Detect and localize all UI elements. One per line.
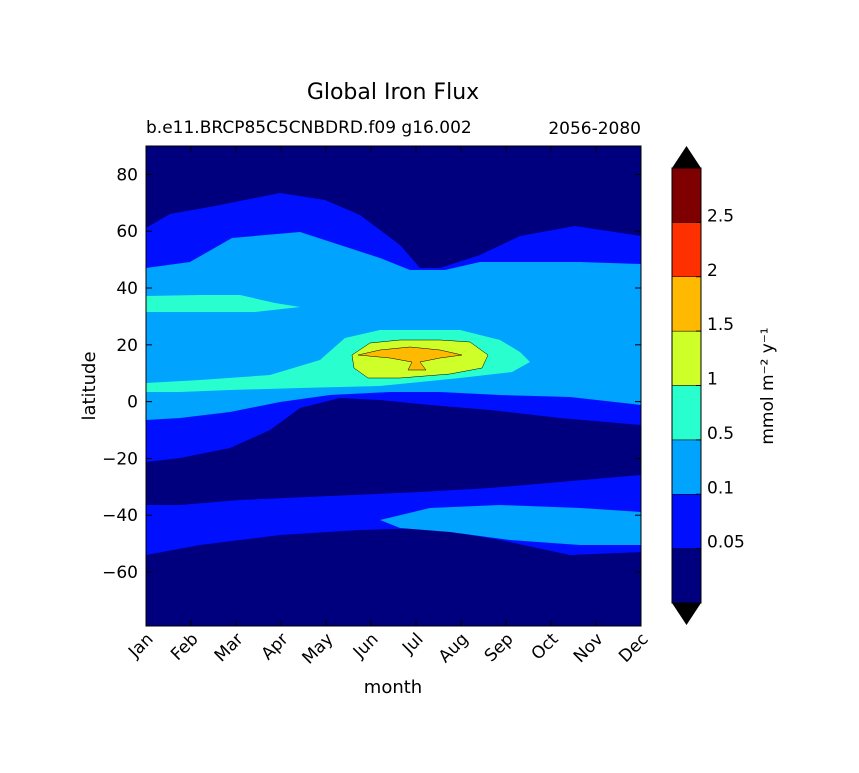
colorbar-label: mmol m⁻² y⁻¹: [758, 327, 778, 444]
colorbar-swatch: [671, 439, 702, 495]
colorbar-tick-label: 1.5: [707, 315, 734, 335]
x-tick-label: Aug: [435, 629, 473, 667]
region-0.1-0.5-south: [380, 505, 641, 545]
y-tick-label: −40: [102, 506, 138, 526]
colorbar-tick-label: 0.1: [707, 478, 734, 498]
x-axis-label: month: [364, 677, 422, 698]
colorbar-tick-label: 0.05: [707, 533, 745, 553]
x-tick-label: Sep: [481, 629, 518, 666]
colorbar-swatch: [671, 494, 702, 549]
region-0.1-0.5: [146, 232, 641, 420]
x-tick-label: Oct: [528, 629, 563, 664]
heatmap-field: [146, 146, 641, 626]
colorbar-tick-label: 0.5: [707, 424, 734, 444]
y-tick-label: 0: [127, 393, 138, 413]
colorbar-swatch: [671, 385, 702, 441]
y-axis: 80 60 40 20 0 −20 −40 −60: [102, 165, 641, 583]
chart-title: Global Iron Flux: [307, 80, 479, 105]
x-tick-label: Apr: [258, 629, 293, 664]
y-tick-label: 60: [116, 222, 138, 242]
colorbar-tick-label: 1: [707, 370, 718, 390]
x-tick-label: Mar: [211, 629, 248, 666]
colorbar-tick-label: 2: [707, 261, 718, 281]
x-tick-label: Jan: [124, 629, 157, 662]
y-tick-label: 40: [116, 279, 138, 299]
y-tick-label: −20: [102, 449, 138, 469]
x-tick-label: May: [299, 629, 338, 668]
x-tick-label: Feb: [167, 629, 202, 664]
x-tick-label: Nov: [570, 629, 608, 667]
colorbar-swatch: [671, 222, 702, 277]
y-tick-label: 20: [116, 336, 138, 356]
colorbar-tick-label: 2.5: [707, 206, 734, 226]
colorbar-extend-max: [672, 146, 701, 168]
colorbar-swatch: [671, 167, 702, 223]
region-0.5-1-north: [146, 295, 300, 312]
region-1.5-2: [357, 346, 463, 371]
colorbar-extend-min: [672, 603, 701, 625]
colorbar-swatch: [671, 330, 702, 386]
y-axis-label: latitude: [79, 351, 100, 420]
colorbar: 0.05 0.1 0.5 1 1.5 2 2.5: [671, 146, 745, 625]
x-tick-label: Dec: [615, 629, 652, 666]
y-tick-label: −60: [102, 563, 138, 583]
x-tick-label: Jul: [398, 629, 427, 658]
chart-subtitle-right: 2056-2080: [548, 119, 641, 139]
x-tick-label: Jun: [349, 629, 383, 663]
colorbar-swatch: [671, 548, 702, 604]
colorbar-swatch: [671, 276, 702, 332]
plot-frame: [145, 145, 642, 627]
y-tick-label: 80: [116, 165, 138, 185]
chart-subtitle-left: b.e11.BRCP85C5CNBDRD.f09 g16.002: [146, 118, 472, 138]
